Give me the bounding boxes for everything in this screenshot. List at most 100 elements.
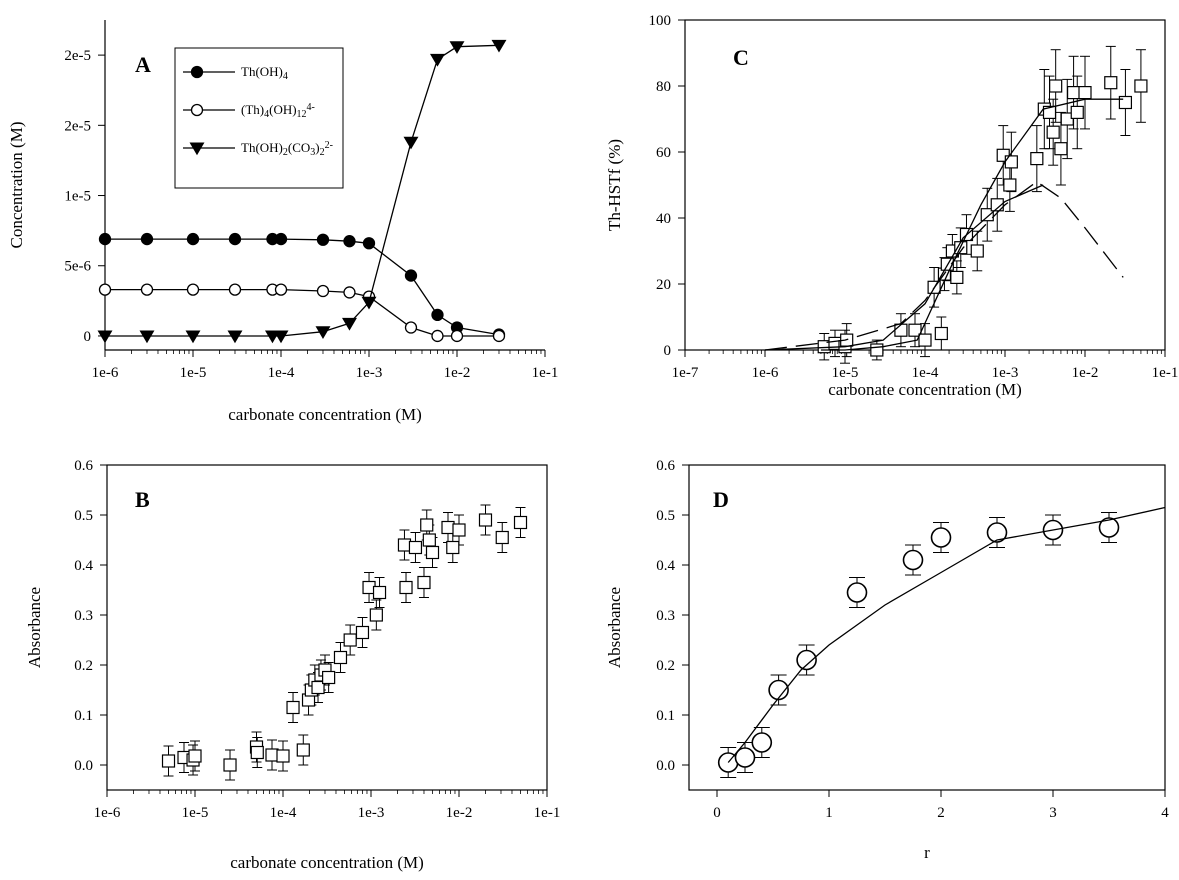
data-point: [452, 523, 466, 537]
data-point: [343, 235, 356, 248]
legend-entry-part: 4-: [307, 102, 315, 113]
x-tick-label: 1e-7: [672, 365, 699, 381]
data-point: [1042, 105, 1057, 120]
data-point: [934, 326, 948, 341]
data-point: [397, 538, 412, 552]
data-point: [139, 330, 155, 344]
legend-entry-part: (Th): [241, 102, 264, 117]
y-tick-label: 2e-5: [64, 118, 91, 134]
data-point: [425, 545, 440, 560]
x-tick-label: 1e-6: [752, 365, 779, 381]
data-point: [478, 513, 493, 527]
data-point: [188, 749, 202, 763]
x-tick-label: 1e-5: [832, 365, 859, 381]
data-point: [98, 232, 112, 246]
legend-entry: Th(OH)2(CO3)22-: [241, 140, 333, 159]
data-point: [1104, 76, 1118, 90]
x-tick-label: 1e-3: [992, 365, 1019, 381]
data-point: [846, 582, 868, 603]
data-point: [161, 754, 176, 768]
data-point: [431, 308, 444, 322]
series-1: [717, 512, 1120, 778]
data-point: [316, 284, 330, 298]
panel-label: A: [135, 52, 151, 77]
y-tick-label: 0.4: [74, 558, 93, 574]
plot-frame: [106, 464, 548, 791]
data-point: [343, 286, 356, 299]
series-2: [820, 98, 1124, 351]
data-point: [227, 330, 243, 344]
y-tick-label: 0: [664, 343, 672, 359]
data-point: [950, 270, 964, 284]
y-tick-label: 0.0: [656, 758, 675, 774]
data-point: [276, 749, 290, 763]
x-tick-label: 1e-2: [446, 805, 473, 821]
data-point: [185, 330, 201, 344]
data-point: [1030, 152, 1044, 166]
data-point: [1066, 85, 1081, 100]
x-tick-label: 3: [1049, 805, 1057, 821]
x-tick-label: 0: [713, 805, 721, 821]
data-point: [495, 530, 509, 545]
x-axis-label: carbonate concentration (M): [228, 405, 422, 424]
y-tick-label: 0.5: [74, 508, 93, 524]
fit-curve: [764, 180, 1124, 351]
y-axis-label: Absorbance: [605, 587, 624, 668]
data-point: [446, 540, 460, 555]
x-tick-label: 1e-4: [268, 365, 295, 381]
legend-entry-part: (OH): [269, 102, 296, 117]
data-point: [1049, 79, 1063, 93]
x-tick-label: 1e-2: [444, 365, 471, 381]
legend-entry-part: Th(OH): [241, 64, 283, 79]
y-tick-label: 0.0: [74, 758, 93, 774]
data-point: [228, 232, 242, 246]
x-tick-label: 4: [1161, 805, 1169, 821]
legend-entry-part: 2: [283, 147, 288, 158]
data-point: [140, 232, 154, 246]
data-point: [1046, 125, 1060, 139]
data-point: [902, 549, 924, 571]
y-tick-label: 40: [656, 211, 671, 227]
y-tick-label: 0: [84, 329, 92, 345]
data-point: [228, 283, 242, 296]
x-tick-label: 1e-6: [92, 365, 119, 381]
data-point: [186, 232, 200, 246]
x-tick-label: 1e-4: [912, 365, 939, 381]
chart-panel-c: 1e-7 1e-6 1e-5 1e-4 1e-3 1e-2 1e-1 0 20 40 60 80 100…: [605, 13, 1178, 399]
data-point: [1078, 85, 1092, 100]
x-tick-label: 1e-3: [358, 805, 385, 821]
series-3: [97, 39, 507, 344]
chart-panel-a: 1e-6 1e-5 1e-4 1e-3 1e-2 1e-1 0 5e-6 1e-5 2e-5 2e-…: [7, 20, 558, 424]
data-point: [908, 323, 922, 337]
data-point: [930, 527, 952, 548]
y-tick-label: 1e-5: [64, 189, 91, 205]
data-point: [274, 283, 288, 296]
data-point: [422, 533, 436, 547]
y-tick-label: 0.5: [656, 508, 675, 524]
data-point: [970, 244, 984, 258]
y-tick-label: 0.3: [656, 608, 675, 624]
legend-entry-part: 12: [297, 109, 307, 120]
legend-entry-part: ): [315, 140, 319, 155]
data-point: [404, 321, 418, 334]
data-point: [316, 233, 330, 246]
series-2: [98, 283, 506, 343]
data-point: [296, 743, 310, 757]
data-point: [273, 330, 289, 344]
legend-entry-part: 3: [310, 147, 315, 158]
series-3: [764, 184, 1044, 351]
y-tick-label: 20: [656, 277, 671, 293]
y-tick-label: 0.1: [656, 708, 675, 724]
x-tick-label: 1e-1: [534, 805, 561, 821]
legend-marker: [190, 65, 204, 79]
data-point: [250, 745, 264, 760]
y-axis-label: Concentration (M): [7, 122, 26, 249]
x-tick-label: 1e-5: [180, 365, 207, 381]
data-point: [430, 53, 445, 67]
data-point: [322, 670, 336, 685]
y-tick-label: 60: [656, 145, 671, 161]
data-point: [343, 633, 357, 647]
data-point: [449, 41, 465, 54]
data-point: [417, 575, 431, 590]
